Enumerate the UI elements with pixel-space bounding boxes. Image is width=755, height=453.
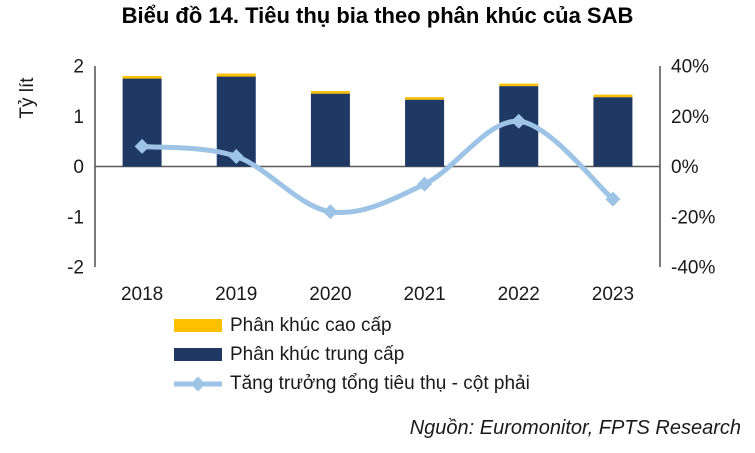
growth-marker-2019 <box>228 148 244 164</box>
mid-segment-swatch <box>174 348 222 361</box>
legend-item-growth-line: Tăng trưởng tổng tiêu thụ - cột phải <box>174 369 530 398</box>
bar-2019-premium-segment <box>216 73 256 77</box>
x-axis-label-2020: 2020 <box>309 284 351 305</box>
bar-2023-premium-segment <box>593 94 633 98</box>
left-axis-tick-label: -1 <box>67 207 84 228</box>
right-axis-tick-label: 40% <box>671 57 709 78</box>
left-axis-tick-label: 2 <box>73 57 84 78</box>
right-axis-tick-label: 20% <box>671 107 709 128</box>
source-note: Nguồn: Euromonitor, FPTS Research <box>409 417 741 439</box>
left-axis-tick-label: 0 <box>73 157 84 178</box>
growth-line-swatch-diamond-icon <box>190 376 206 391</box>
bar-2021-premium-segment <box>405 97 445 100</box>
bar-2021-mid-segment <box>405 99 445 167</box>
right-axis-tick-label: -40% <box>671 258 715 279</box>
chart-legend: Phân khúc cao cấp Phân khúc trung cấp Tă… <box>174 311 530 398</box>
right-axis-tick-label: 0% <box>671 157 699 178</box>
growth-line-swatch <box>174 376 222 391</box>
growth-marker-2018 <box>134 138 150 154</box>
x-axis-label-2018: 2018 <box>121 284 163 305</box>
bar-2023-mid-segment <box>593 97 633 167</box>
chart-title: Biểu đồ 14. Tiêu thụ bia theo phân khúc … <box>121 3 634 28</box>
legend-label-growth-line: Tăng trưởng tổng tiêu thụ - cột phải <box>230 372 530 394</box>
legend-label-mid-segment: Phân khúc trung cấp <box>230 343 405 365</box>
x-axis-label-2019: 2019 <box>215 284 257 305</box>
x-axis-label-2021: 2021 <box>403 284 445 305</box>
growth-marker-2021 <box>417 176 433 192</box>
growth-marker-2020 <box>322 204 338 220</box>
bar-2020-premium-segment <box>310 91 350 94</box>
x-axis-label-2022: 2022 <box>498 284 540 305</box>
x-axis-label-2023: 2023 <box>592 284 634 305</box>
left-axis-title: Tỷ lít <box>17 77 38 119</box>
chart-plot-area: 2 1 0 -1 -2 40% 20% 0% -20% -40% Tỷ lít 2018 2019 202… <box>17 57 715 306</box>
growth-marker-2023 <box>605 191 621 207</box>
bar-2018-premium-segment <box>122 76 162 79</box>
left-axis-tick-label: -2 <box>67 258 84 279</box>
premium-segment-swatch <box>174 319 222 332</box>
bar-2020-mid-segment <box>310 93 350 167</box>
legend-item-premium-segment: Phân khúc cao cấp <box>174 311 530 340</box>
left-axis-tick-label: 1 <box>73 107 84 128</box>
growth-marker-2022 <box>511 113 527 129</box>
legend-item-mid-segment: Phân khúc trung cấp <box>174 340 530 369</box>
bar-2022-premium-segment <box>499 83 539 87</box>
legend-label-premium-segment: Phân khúc cao cấp <box>230 314 392 336</box>
right-axis-tick-label: -20% <box>671 207 715 228</box>
